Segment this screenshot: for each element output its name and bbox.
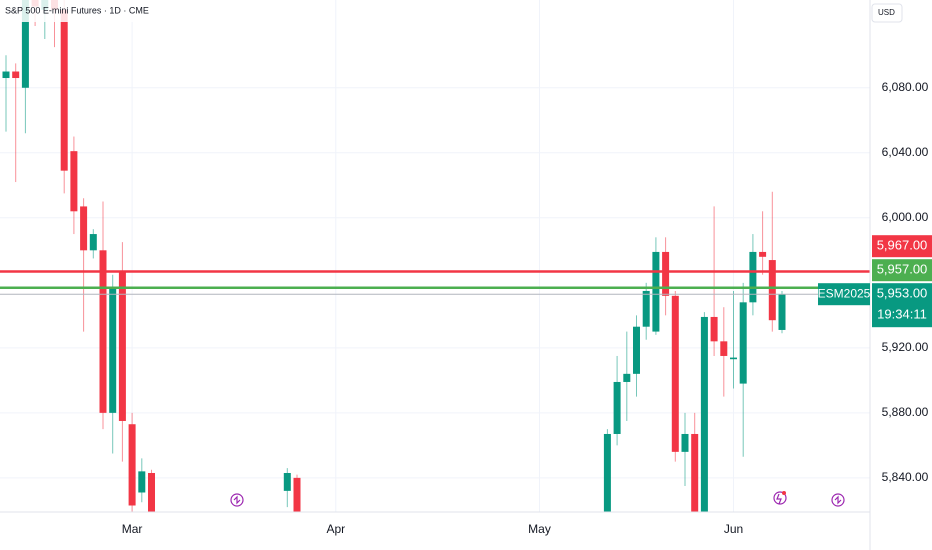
last-price-box: [872, 283, 932, 328]
title-bg: [0, 0, 240, 22]
candle-body: [21, 0, 29, 88]
currency[interactable]: USD: [878, 8, 895, 17]
symbol-label: ESM2025: [818, 286, 871, 300]
candles: [2, 0, 786, 512]
candle-body: [671, 295, 679, 452]
y-tick-label: 5,880.00: [882, 405, 929, 419]
candle-body: [662, 251, 670, 296]
candle-body: [99, 250, 107, 413]
price-line-label: 5,957.00: [877, 262, 928, 277]
candle-body: [700, 316, 708, 512]
x-tick-label: Mar: [122, 522, 143, 536]
event-dot: [782, 491, 786, 495]
price-line-box: [872, 235, 932, 258]
countdown: 19:34:11: [877, 307, 927, 322]
candle-body: [2, 71, 10, 79]
candle-body: [720, 341, 728, 356]
currency-box[interactable]: [871, 3, 903, 23]
event-icons[interactable]: [230, 491, 845, 507]
candle-body: [759, 251, 767, 257]
grid: [0, 0, 870, 512]
y-tick-label: 6,000.00: [882, 210, 929, 224]
candle-body: [70, 151, 78, 212]
candle-body: [293, 477, 301, 512]
candle-body: [623, 373, 631, 382]
candle-body: [109, 287, 117, 413]
candle-body: [80, 206, 88, 251]
price-line-box: [872, 259, 932, 282]
candle-body: [283, 472, 291, 491]
symbol-box: [818, 283, 870, 306]
y-tick-label: 6,080.00: [882, 80, 929, 94]
chart-title: S&P 500 E-mini Futures · 1D · CME: [5, 5, 149, 15]
x-tick-label: May: [528, 522, 551, 536]
candle-body: [613, 381, 621, 434]
axes: 5,840.00 5,880.00 5,920.00 6,000.00 6,040.00…: [122, 80, 929, 536]
candle-body: [681, 433, 689, 452]
x-tick-label: Jun: [724, 522, 743, 536]
candle-body: [778, 294, 786, 330]
candle-body: [749, 251, 757, 303]
candle-body: [118, 271, 126, 421]
candle-body: [642, 290, 650, 327]
candle-body: [633, 326, 640, 374]
candle-body: [768, 260, 776, 321]
y-tick-label: 5,840.00: [882, 470, 929, 484]
candle-body: [12, 71, 20, 79]
candle-body: [710, 316, 718, 342]
price-lines: [0, 270, 870, 295]
candle-body: [652, 251, 660, 332]
candle-body: [739, 302, 747, 384]
x-tick-label: Apr: [326, 522, 345, 536]
price-line-label: 5,967.00: [877, 238, 928, 253]
candle-body: [128, 424, 136, 506]
candle-body: [603, 433, 611, 512]
candle-body: [89, 234, 97, 251]
candle-body: [60, 9, 68, 171]
candle-body: [730, 357, 737, 360]
y-tick-label: 6,040.00: [882, 145, 929, 159]
last-price-label: 5,953.00: [877, 286, 928, 301]
candle-body: [691, 433, 699, 512]
candle-body: [148, 472, 155, 512]
candle-body: [138, 471, 146, 493]
y-tick-label: 5,920.00: [882, 340, 929, 354]
